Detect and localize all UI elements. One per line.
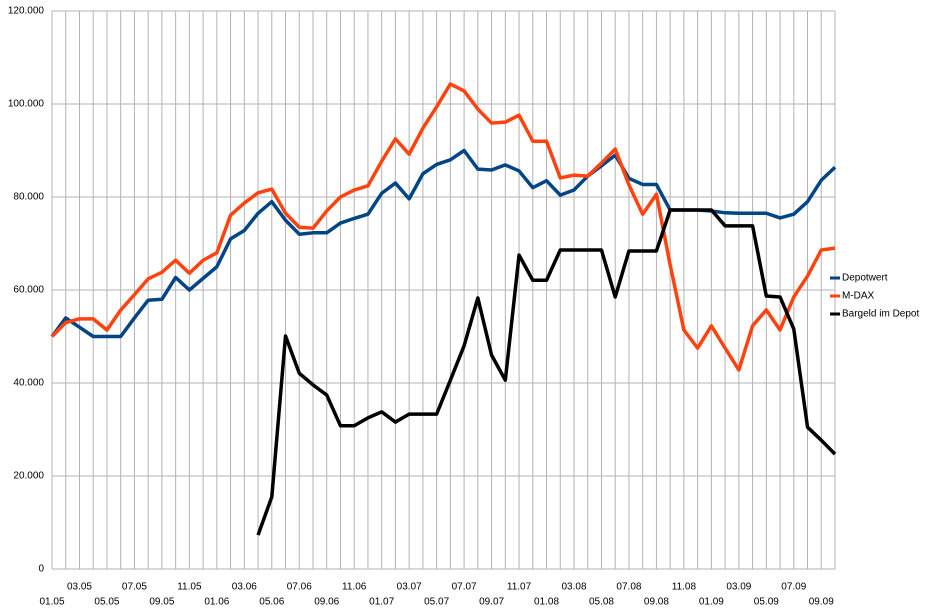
series-line <box>50 148 837 339</box>
x-tick-label: 09.06 <box>314 597 339 608</box>
y-tick-label: 20.000 <box>13 471 44 482</box>
y-tick-label: 40.000 <box>13 378 44 389</box>
legend-label: M-DAX <box>842 291 875 302</box>
x-tick-label: 07.05 <box>122 582 147 593</box>
y-tick-label: 0 <box>38 564 44 575</box>
x-tick-label: 11.08 <box>672 582 697 593</box>
x-tick-label: 03.09 <box>726 582 751 593</box>
x-tick-label: 11.05 <box>177 582 202 593</box>
legend-label: Bargeld im Depot <box>842 309 919 320</box>
y-tick-label: 120.000 <box>8 6 45 17</box>
x-tick-label: 07.08 <box>616 582 641 593</box>
x-tick-label: 01.05 <box>39 597 64 608</box>
x-tick-label: 03.05 <box>67 582 92 593</box>
x-tick-label: 05.06 <box>259 597 284 608</box>
x-tick-label: 01.07 <box>369 597 394 608</box>
x-tick-label: 01.09 <box>699 597 724 608</box>
y-tick-label: 80.000 <box>13 192 44 203</box>
x-tick-label: 03.06 <box>232 582 257 593</box>
x-tick-label: 09.07 <box>479 597 504 608</box>
x-tick-label: 09.08 <box>644 597 669 608</box>
series-line <box>256 208 837 536</box>
x-tick-label: 09.09 <box>809 597 834 608</box>
x-tick-label: 11.06 <box>342 582 367 593</box>
x-tick-label: 01.08 <box>534 597 559 608</box>
x-tick-label: 05.07 <box>424 597 449 608</box>
x-tick-label: 07.07 <box>452 582 477 593</box>
x-tick-label: 01.06 <box>204 597 229 608</box>
x-tick-label: 09.05 <box>149 597 174 608</box>
y-tick-label: 100.000 <box>8 99 45 110</box>
series-line <box>50 82 836 372</box>
x-tick-label: 03.08 <box>561 582 586 593</box>
x-tick-label: 05.09 <box>754 597 779 608</box>
x-tick-label: 11.07 <box>507 582 532 593</box>
x-tick-label: 05.05 <box>94 597 119 608</box>
x-tick-label: 03.07 <box>397 582 422 593</box>
x-tick-label: 07.06 <box>287 582 312 593</box>
x-tick-label: 07.09 <box>781 582 806 593</box>
legend-label: Depotwert <box>842 273 888 284</box>
y-tick-label: 60.000 <box>13 285 44 296</box>
x-tick-label: 05.08 <box>589 597 614 608</box>
